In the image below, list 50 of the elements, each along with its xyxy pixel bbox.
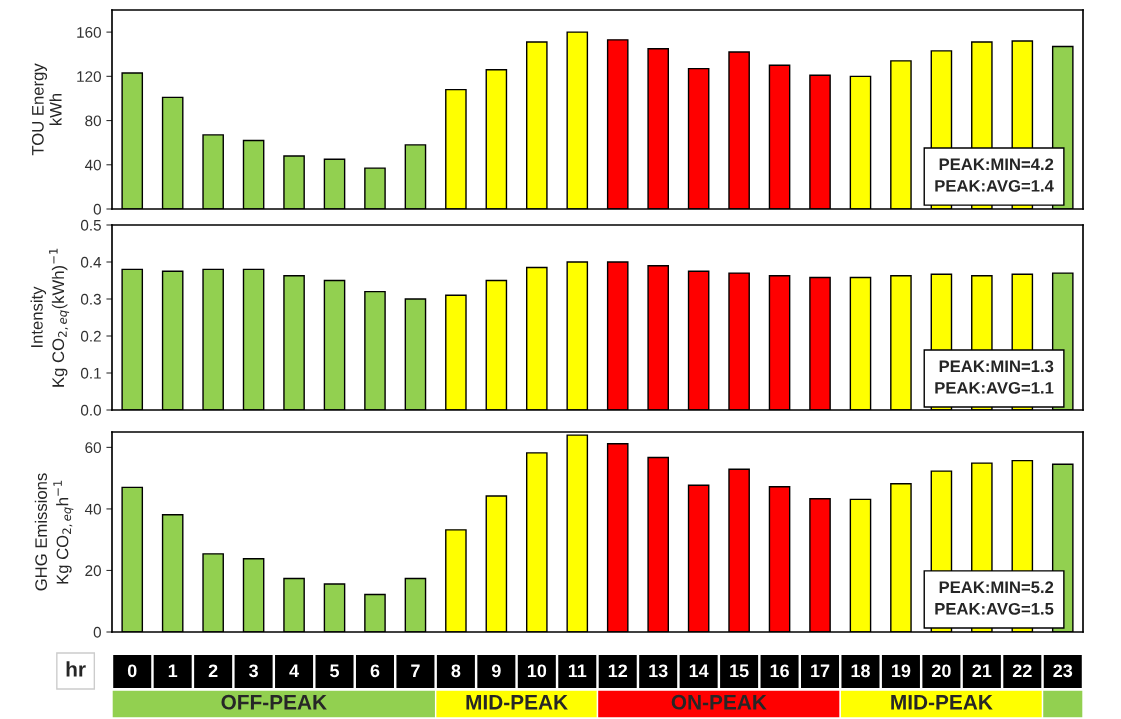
y-tick-label: 0 (93, 203, 101, 215)
y-tick-label: 0.3 (80, 293, 101, 305)
y-tick-label: 0 (93, 626, 101, 638)
text: MID-PEAK (466, 695, 568, 710)
x-tick-label: 16 (770, 664, 789, 678)
x-tick-label: 12 (608, 664, 628, 678)
x-tick-label: 10 (527, 664, 547, 678)
y-tick-label: 60 (85, 442, 101, 454)
y-tick-label: 80 (85, 115, 101, 127)
y-tick-label: 160 (77, 26, 101, 38)
y-tick-label: 0.5 (80, 219, 101, 231)
y-axis-title: GHG Emissions Kg CO$_{2,eq}$h$^{−1}$ (34, 473, 74, 591)
x-tick-label: 15 (730, 664, 749, 678)
x-tick-label: 2 (208, 664, 218, 678)
y-tick-label: 0.4 (80, 256, 102, 268)
annotation: PEAK:MIN=1.3 PEAK:AVG=1.1 (935, 360, 1054, 394)
x-tick-label: 8 (451, 664, 461, 678)
y-tick-label: 40 (84, 503, 101, 515)
y-tick-label: 0.1 (80, 367, 101, 379)
text: MID-PEAK (891, 695, 993, 710)
y-axis-title: Intensity Kg CO$_{2,eq}$(kWh)$^{−1}$ (30, 248, 70, 387)
x-tick-label: 17 (811, 664, 830, 678)
y-axis-title: TOU Energy kWh (31, 63, 62, 156)
x-tick-label: 5 (330, 664, 340, 678)
x-tick-label: 9 (491, 664, 501, 678)
x-tick-label: 20 (931, 664, 951, 678)
y-tick-label: 20 (85, 565, 101, 577)
text: OFF-PEAK (221, 694, 327, 710)
x-tick-label: 18 (851, 664, 870, 678)
x-tick-label: 4 (289, 664, 299, 678)
text: ON-PEAK (671, 694, 767, 710)
x-tick-label: 13 (649, 664, 668, 678)
annotation: PEAK:MIN=5.2 PEAK:AVG=1.5 (935, 581, 1054, 615)
x-tick-label: 14 (689, 664, 709, 678)
x-tick-label: 22 (1012, 664, 1032, 678)
x-tick-label: 7 (411, 664, 420, 678)
x-tick-label: 23 (1053, 664, 1073, 678)
y-tick-label: 0.0 (80, 404, 101, 416)
x-tick-label: 3 (249, 664, 258, 678)
y-tick-label: 120 (77, 71, 101, 83)
x-tick-label: 21 (972, 664, 992, 678)
x-axis-title: hr (66, 661, 86, 677)
x-tick-label: 19 (892, 664, 911, 678)
x-tick-label: 6 (370, 664, 380, 678)
x-tick-label: 11 (568, 664, 587, 678)
annotation: PEAK:MIN=4.2 PEAK:AVG=1.4 (935, 158, 1054, 192)
x-tick-label: 1 (168, 664, 178, 678)
y-tick-label: 0.2 (80, 330, 101, 342)
x-tick-label: 0 (127, 664, 137, 678)
y-tick-label: 40 (84, 159, 101, 171)
